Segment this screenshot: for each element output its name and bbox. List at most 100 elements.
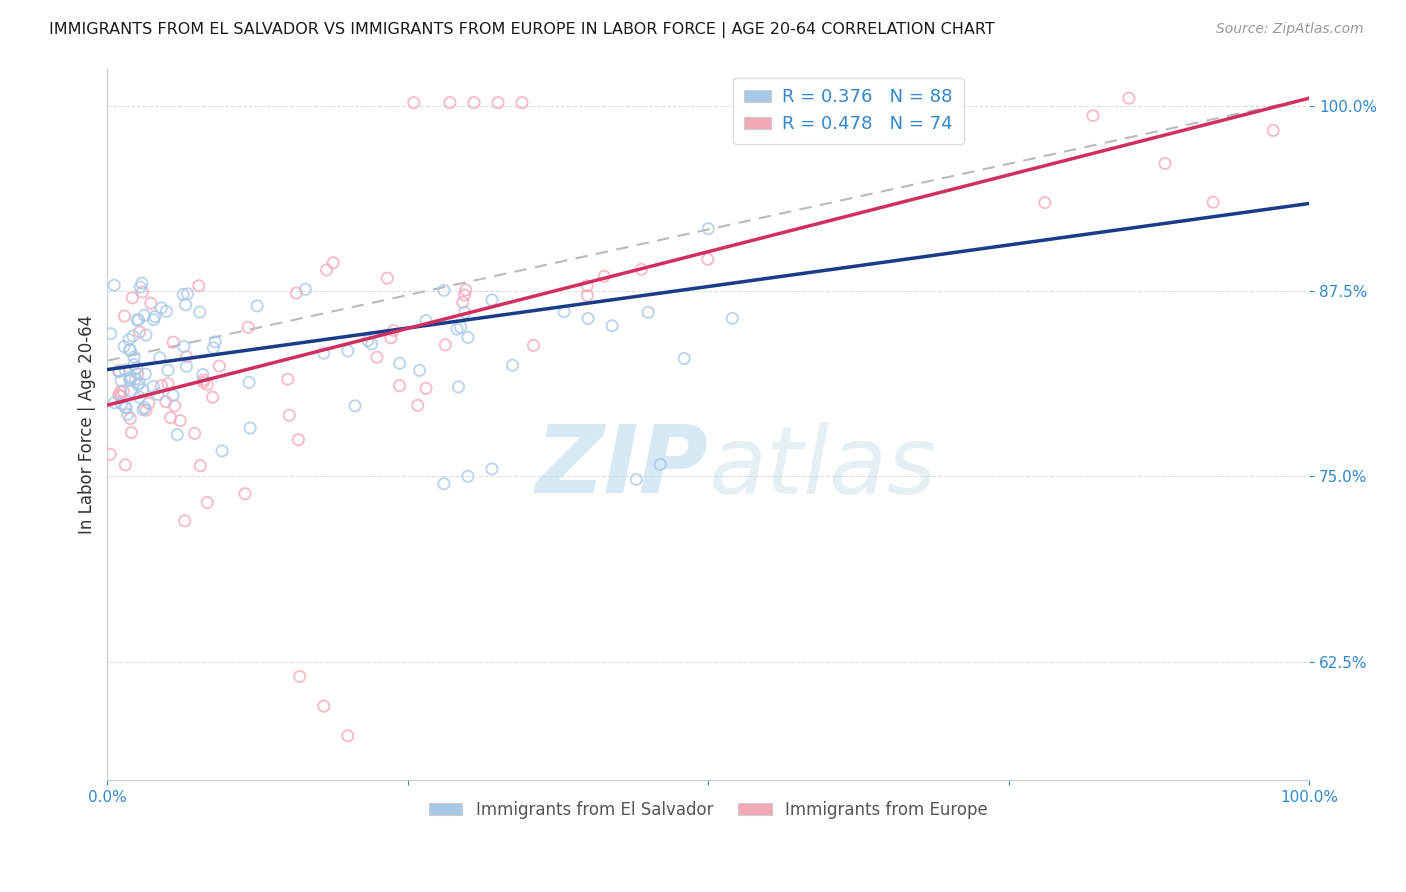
Point — [450, 320, 472, 334]
Point — [576, 288, 599, 302]
Point — [312, 346, 335, 360]
Point — [117, 408, 139, 422]
Point — [344, 399, 367, 413]
Point — [135, 328, 157, 343]
Point — [402, 95, 425, 110]
Point — [108, 365, 131, 379]
Point — [502, 358, 524, 372]
Point — [108, 364, 131, 378]
Point — [120, 369, 142, 384]
Point — [112, 309, 135, 323]
Point — [127, 367, 149, 381]
Point — [173, 339, 195, 353]
Point — [188, 305, 211, 319]
Point — [434, 338, 457, 352]
Point — [157, 376, 180, 391]
Point — [115, 401, 138, 415]
Point — [159, 410, 181, 425]
Point — [110, 389, 132, 403]
Point — [576, 278, 599, 293]
Point — [433, 284, 456, 298]
Point — [481, 462, 503, 476]
Point — [114, 400, 136, 414]
Point — [120, 343, 142, 357]
Point — [388, 356, 411, 370]
Point — [187, 278, 209, 293]
Point — [103, 278, 125, 293]
Point — [238, 376, 260, 390]
Point — [481, 293, 503, 307]
Point — [120, 411, 142, 425]
Point — [169, 414, 191, 428]
Point — [150, 301, 173, 315]
Point — [121, 425, 143, 440]
Point — [454, 305, 477, 319]
Point — [125, 313, 148, 327]
Point — [128, 325, 150, 339]
Point — [510, 95, 533, 110]
Point — [1033, 195, 1056, 210]
Point — [122, 350, 145, 364]
Point — [112, 340, 135, 354]
Point — [650, 458, 672, 472]
Point — [624, 472, 647, 486]
Point — [128, 313, 150, 327]
Point — [553, 304, 575, 318]
Point — [285, 286, 308, 301]
Point — [132, 402, 155, 417]
Point — [1202, 195, 1225, 210]
Point — [191, 368, 214, 382]
Point — [486, 95, 509, 110]
Point — [277, 372, 299, 386]
Legend: Immigrants from El Salvador, Immigrants from Europe: Immigrants from El Salvador, Immigrants … — [422, 794, 994, 825]
Y-axis label: In Labor Force | Age 20-64: In Labor Force | Age 20-64 — [79, 315, 96, 534]
Point — [114, 458, 136, 472]
Point — [173, 514, 195, 528]
Point — [360, 337, 382, 351]
Point — [366, 351, 388, 365]
Point — [172, 287, 194, 301]
Point — [1118, 91, 1140, 105]
Point — [380, 331, 402, 345]
Point — [457, 330, 479, 344]
Point — [176, 359, 198, 374]
Point — [131, 285, 153, 299]
Point — [98, 447, 121, 461]
Point — [188, 458, 211, 473]
Point — [162, 335, 184, 350]
Point — [118, 343, 141, 357]
Point — [451, 295, 474, 310]
Point — [696, 252, 718, 267]
Point — [163, 399, 186, 413]
Point — [155, 394, 177, 409]
Point — [124, 372, 146, 386]
Point — [453, 288, 475, 302]
Point — [110, 374, 132, 388]
Point — [447, 380, 470, 394]
Point — [446, 322, 468, 336]
Point — [128, 376, 150, 390]
Point — [630, 262, 652, 277]
Point — [204, 334, 226, 349]
Point — [1154, 156, 1177, 170]
Point — [134, 308, 156, 322]
Point — [103, 395, 125, 409]
Point — [239, 421, 262, 435]
Point — [135, 403, 157, 417]
Point — [134, 367, 156, 381]
Point — [162, 388, 184, 402]
Point — [174, 298, 197, 312]
Point — [118, 333, 141, 347]
Point — [142, 379, 165, 393]
Point — [193, 376, 215, 390]
Point — [463, 95, 485, 110]
Point — [143, 310, 166, 324]
Point — [415, 381, 437, 395]
Point — [433, 476, 456, 491]
Point — [127, 378, 149, 392]
Point — [278, 408, 301, 422]
Point — [388, 378, 411, 392]
Point — [201, 390, 224, 404]
Point — [166, 427, 188, 442]
Point — [176, 350, 198, 364]
